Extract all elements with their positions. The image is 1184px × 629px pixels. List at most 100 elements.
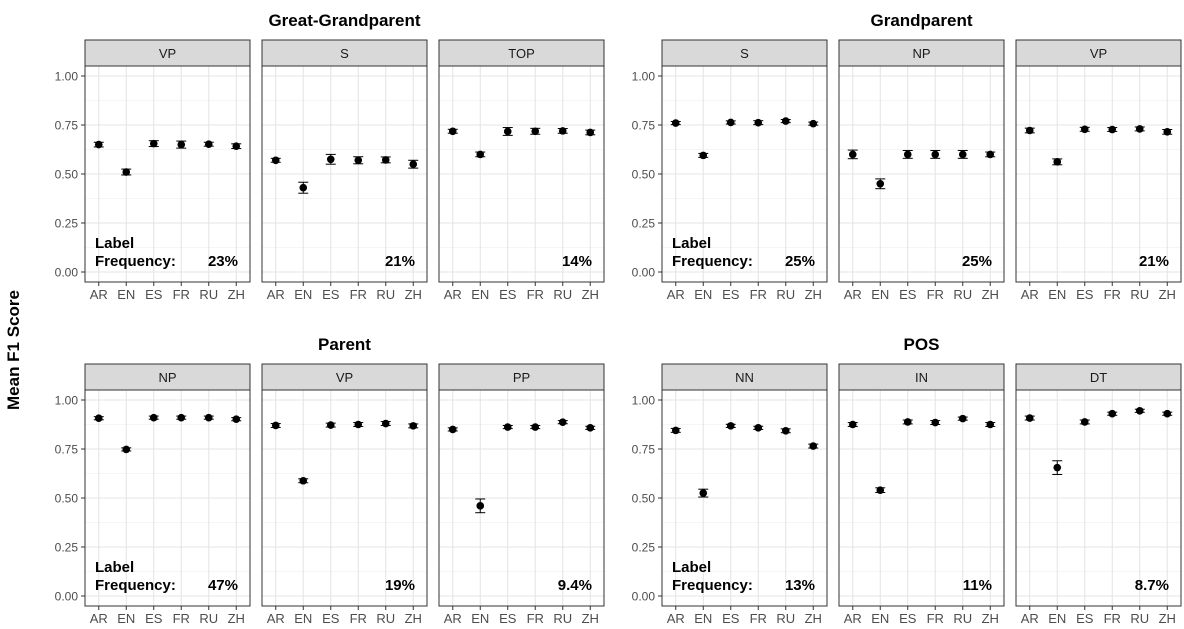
- x-tick-label: AR: [444, 287, 462, 302]
- x-tick-label: EN: [871, 287, 889, 302]
- data-point: [558, 127, 567, 135]
- x-tick-label: ES: [322, 611, 340, 624]
- y-tick-label: 0.25: [55, 217, 79, 231]
- data-point: [558, 418, 567, 426]
- frequency-value: 23%: [208, 253, 238, 270]
- x-tick-label: RU: [1130, 611, 1149, 624]
- facet-strip-label: VP: [1090, 46, 1107, 61]
- y-tick-label: 0.25: [632, 541, 656, 555]
- panel-border: [438, 65, 605, 283]
- y-tick-label: 0.50: [632, 168, 656, 182]
- facet-strip-label: DT: [1090, 370, 1107, 385]
- label-annotation: Label: [95, 559, 134, 576]
- panel-border: [261, 389, 428, 607]
- x-tick-label: AR: [1021, 287, 1039, 302]
- frequency-value: 25%: [962, 253, 992, 270]
- x-tick-label: EN: [694, 611, 712, 624]
- facet-strip: [661, 363, 828, 391]
- facet-strip: [838, 363, 1005, 391]
- facet-strip-label: PP: [513, 370, 530, 385]
- y-tick-label: 0.75: [632, 443, 656, 457]
- facet-panel: TOP 14% AR EN ES FR RU ZH: [438, 39, 605, 302]
- x-tick-label: AR: [844, 611, 862, 624]
- frequency-annotation: Frequency:: [672, 577, 753, 594]
- facet-strip: [661, 39, 828, 67]
- data-point: [958, 414, 967, 423]
- x-tick-label: ES: [499, 287, 517, 302]
- data-point: [354, 420, 363, 429]
- data-point: [448, 127, 457, 136]
- data-point: [1135, 125, 1144, 133]
- frequency-annotation: Frequency:: [95, 253, 176, 270]
- panel-border: [1015, 65, 1182, 283]
- frequency-value: 21%: [1139, 253, 1169, 270]
- data-point: [699, 151, 708, 160]
- x-tick-label: FR: [750, 287, 767, 302]
- x-tick-label: FR: [750, 611, 767, 624]
- data-point: [876, 486, 885, 494]
- data-point: [1163, 409, 1172, 418]
- data-point: [848, 150, 857, 159]
- y-axis-title: Mean F1 Score: [4, 290, 23, 410]
- x-tick-label: ES: [145, 287, 163, 302]
- frequency-value: 21%: [385, 253, 415, 270]
- data-point: [986, 150, 995, 159]
- facet-panel: PP 9.4% AR EN ES FR RU ZH: [438, 363, 605, 626]
- x-tick-label: RU: [199, 611, 218, 624]
- frequency-value: 9.4%: [558, 577, 592, 594]
- facet-panel: IN 11% AR EN ES FR RU ZH: [838, 363, 1005, 626]
- data-point: [409, 422, 418, 430]
- x-tick-label: ZH: [228, 611, 245, 624]
- facet-strip-label: S: [740, 46, 749, 61]
- x-tick-label: RU: [776, 611, 795, 624]
- data-point: [1053, 463, 1062, 472]
- frequency-value: 13%: [785, 577, 815, 594]
- x-tick-label: RU: [1130, 287, 1149, 302]
- frequency-value: 25%: [785, 253, 815, 270]
- y-tick-label: 0.75: [55, 119, 79, 133]
- y-tick-label: 1.00: [55, 70, 79, 84]
- frequency-annotation: Frequency:: [95, 577, 176, 594]
- data-point: [809, 119, 818, 128]
- data-point: [476, 502, 485, 510]
- x-tick-label: EN: [294, 287, 312, 302]
- x-tick-label: ZH: [982, 287, 999, 302]
- data-point: [299, 183, 308, 192]
- x-tick-label: RU: [376, 611, 395, 624]
- x-tick-label: ES: [322, 287, 340, 302]
- x-tick-label: ES: [145, 611, 163, 624]
- x-tick-label: FR: [927, 611, 944, 624]
- x-tick-label: FR: [350, 287, 367, 302]
- data-point: [326, 421, 335, 429]
- x-tick-label: ZH: [228, 287, 245, 302]
- data-point: [1025, 126, 1034, 135]
- data-point: [299, 476, 308, 485]
- facet-strip-label: IN: [915, 370, 928, 385]
- data-point: [586, 128, 595, 137]
- x-tick-label: FR: [173, 287, 190, 302]
- data-point: [409, 160, 418, 168]
- facet-strip: [84, 39, 251, 67]
- x-tick-label: AR: [267, 611, 285, 624]
- data-point: [531, 127, 540, 136]
- y-tick-label: 0.00: [632, 266, 656, 280]
- x-tick-label: FR: [527, 287, 544, 302]
- data-point: [986, 420, 995, 429]
- x-tick-label: RU: [553, 611, 572, 624]
- x-tick-label: ES: [1076, 287, 1094, 302]
- x-tick-label: RU: [776, 287, 795, 302]
- x-tick-label: FR: [527, 611, 544, 624]
- facet-strip: [438, 363, 605, 391]
- x-tick-label: ZH: [1159, 611, 1176, 624]
- y-tick-label: 0.50: [55, 168, 79, 182]
- data-point: [149, 139, 158, 148]
- x-tick-label: ES: [722, 287, 740, 302]
- facet-panel: VP 19% AR EN ES FR RU ZH: [261, 363, 428, 626]
- data-point: [232, 142, 241, 150]
